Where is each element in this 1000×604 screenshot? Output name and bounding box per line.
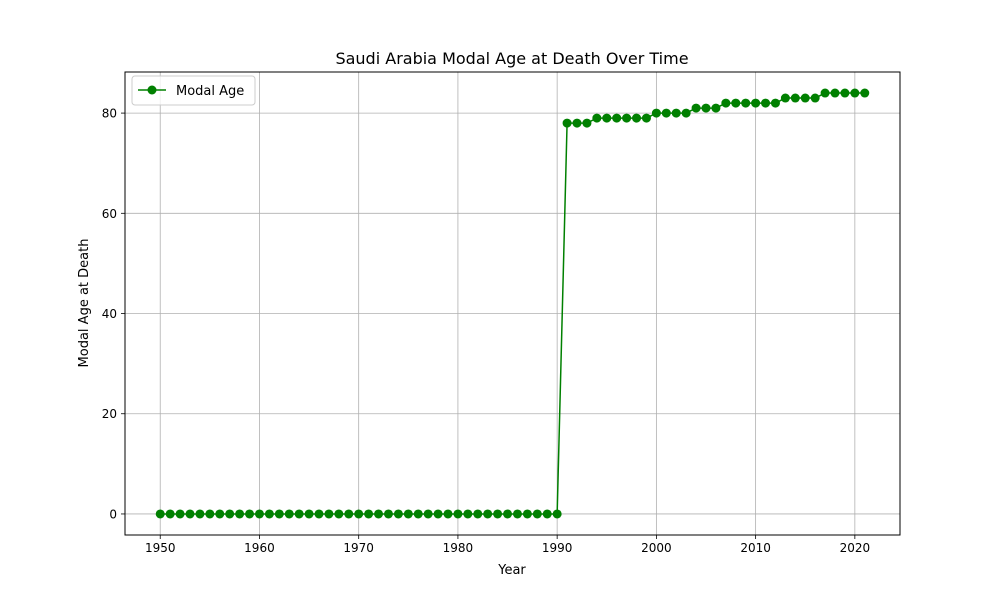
plot-area-frame (124, 71, 901, 536)
data-point (761, 98, 771, 108)
data-point (254, 509, 264, 519)
data-point (602, 113, 612, 123)
data-point (304, 509, 314, 519)
y-axis-label: Modal Age at Death (77, 239, 92, 368)
data-point (354, 509, 364, 519)
data-point (770, 98, 780, 108)
chart-title: Saudi Arabia Modal Age at Death Over Tim… (335, 49, 688, 68)
data-point (364, 509, 374, 519)
x-tick-label: 1980 (443, 541, 474, 555)
y-tick-label: 40 (102, 307, 117, 321)
data-point (592, 113, 602, 123)
data-point (493, 509, 503, 519)
data-point (453, 509, 463, 519)
data-point (562, 118, 572, 128)
legend-box (131, 75, 256, 106)
data-point (264, 509, 274, 519)
data-point (512, 509, 522, 519)
data-point (532, 509, 542, 519)
data-point (790, 93, 800, 103)
data-point (552, 509, 562, 519)
x-tick-label: 2010 (740, 541, 771, 555)
data-point (780, 93, 790, 103)
x-tick-label: 1950 (145, 541, 176, 555)
data-point (681, 108, 691, 118)
data-point (225, 509, 235, 519)
data-point (284, 509, 294, 519)
data-point (612, 113, 622, 123)
data-point (711, 103, 721, 113)
y-tick-label: 80 (102, 107, 117, 121)
data-point (344, 509, 354, 519)
data-point (850, 88, 860, 98)
data-point (195, 509, 205, 519)
data-point (632, 113, 642, 123)
data-point (403, 509, 413, 519)
data-point (235, 509, 245, 519)
data-point (820, 88, 830, 98)
data-point (582, 118, 592, 128)
y-axis: 0 20 40 60 80 (102, 107, 125, 521)
data-point (413, 509, 423, 519)
data-point (503, 509, 513, 519)
data-point (622, 113, 632, 123)
x-axis-label: Year (497, 563, 526, 578)
y-tick-label: 0 (109, 507, 117, 521)
data-point (840, 88, 850, 98)
data-point (314, 509, 324, 519)
data-point (721, 98, 731, 108)
data-point (483, 509, 493, 519)
data-point (334, 509, 344, 519)
data-point (324, 509, 334, 519)
legend-marker-swatch (147, 85, 157, 95)
data-point (245, 509, 255, 519)
data-point (830, 88, 840, 98)
data-point (800, 93, 810, 103)
y-tick-label: 60 (102, 207, 117, 221)
data-point (522, 509, 532, 519)
data-point (393, 509, 403, 519)
data-point (185, 509, 195, 519)
series-layer (155, 88, 870, 519)
data-point (443, 509, 453, 519)
x-tick-label: 2000 (641, 541, 672, 555)
data-point (463, 509, 473, 519)
data-point (423, 509, 433, 519)
data-point (383, 509, 393, 519)
data-point (175, 509, 185, 519)
data-point (542, 509, 552, 519)
data-point (701, 103, 711, 113)
data-point (274, 509, 284, 519)
data-point (374, 509, 384, 519)
data-point (810, 93, 820, 103)
data-point (661, 108, 671, 118)
data-point (473, 509, 483, 519)
data-point (215, 509, 225, 519)
data-point (572, 118, 582, 128)
x-tick-label: 1990 (542, 541, 573, 555)
data-point (731, 98, 741, 108)
legend-label: Modal Age (176, 84, 244, 99)
x-tick-label: 1970 (343, 541, 374, 555)
data-point (165, 509, 175, 519)
x-tick-label: 2020 (840, 541, 871, 555)
y-tick-label: 20 (102, 407, 117, 421)
x-tick-label: 1960 (244, 541, 275, 555)
data-point (741, 98, 751, 108)
data-point (294, 509, 304, 519)
data-point (860, 88, 870, 98)
data-point (433, 509, 443, 519)
data-point (651, 108, 661, 118)
data-point (691, 103, 701, 113)
data-point (751, 98, 761, 108)
x-axis: 1950 1960 1970 1980 1990 2000 2010 2020 (145, 535, 870, 555)
data-point (155, 509, 165, 519)
data-point (671, 108, 681, 118)
data-point (205, 509, 215, 519)
data-point (641, 113, 651, 123)
legend: Modal Age (131, 75, 256, 106)
